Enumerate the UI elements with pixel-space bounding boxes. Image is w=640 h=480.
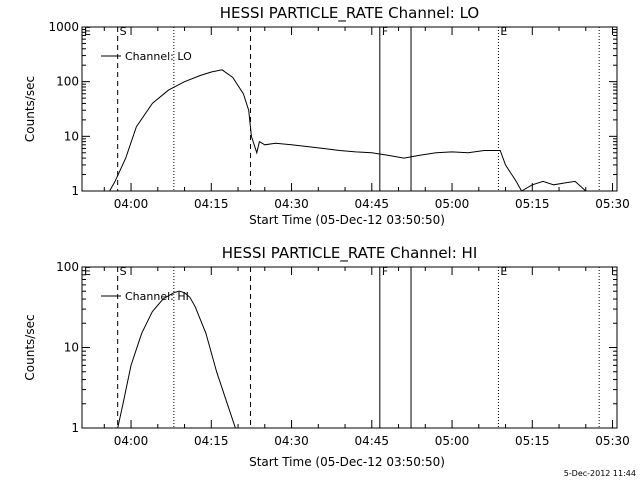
hi-channel-panel: HESSI PARTICLE_RATE Channel: HI Counts/s…: [23, 244, 630, 469]
lo-y-tick-label: 10: [64, 129, 79, 143]
lo-x-tick-label: 04:15: [194, 197, 229, 211]
lo-channel-panel: HESSI PARTICLE_RATE Channel: LO Counts/s…: [23, 4, 630, 227]
lo-event-marker-label: F: [382, 25, 388, 38]
lo-series-line: [82, 69, 592, 192]
lo-x-tick-label: 04:00: [114, 197, 149, 211]
hi-x-tick-label: 04:00: [114, 434, 149, 448]
lo-y-tick-label: 1000: [48, 20, 79, 34]
lo-x-axis-label: Start Time (05-Dec-12 03:50:50): [249, 213, 445, 227]
lo-event-marker-label: E: [500, 25, 507, 38]
hi-x-tick-label: 04:30: [274, 434, 309, 448]
hi-series-line: [117, 290, 236, 429]
hi-legend-label: Channel: HI: [125, 290, 189, 303]
hi-x-axis-label: Start Time (05-Dec-12 03:50:50): [249, 455, 445, 469]
hi-event-marker-label: E: [500, 265, 507, 278]
lo-y-tick-label: 1: [71, 184, 79, 198]
hi-event-marker-label: E: [84, 265, 91, 278]
lo-x-tick-label: 04:30: [274, 197, 309, 211]
hi-x-tick-label: 04:45: [354, 434, 389, 448]
hi-y-tick-label: 100: [56, 260, 79, 274]
lo-legend-label: Channel: LO: [125, 50, 192, 63]
hi-event-marker-label: F: [382, 265, 388, 278]
lo-x-tick-label: 05:30: [595, 197, 630, 211]
lo-chart-title: HESSI PARTICLE_RATE Channel: LO: [220, 4, 479, 23]
hi-event-marker-label: S: [120, 265, 127, 278]
lo-x-tick-label: 04:45: [354, 197, 389, 211]
hi-y-axis-label: Counts/sec: [23, 314, 37, 380]
hi-chart-title: HESSI PARTICLE_RATE Channel: HI: [222, 244, 478, 263]
hi-x-tick-label: 04:15: [194, 434, 229, 448]
lo-y-tick-label: 100: [56, 75, 79, 89]
hi-x-tick-label: 05:00: [435, 434, 470, 448]
hi-x-tick-label: 05:30: [595, 434, 630, 448]
hi-x-tick-label: 05:15: [515, 434, 550, 448]
lo-event-marker-label: S: [120, 25, 127, 38]
lo-y-axis-label: Counts/sec: [23, 76, 37, 142]
lo-x-tick-label: 05:15: [515, 197, 550, 211]
lo-event-marker-label: E: [84, 25, 91, 38]
hi-y-tick-label: 1: [71, 421, 79, 435]
hi-y-tick-label: 10: [64, 341, 79, 355]
generation-timestamp: 5-Dec-2012 11:44: [564, 469, 636, 478]
lo-x-tick-label: 05:00: [435, 197, 470, 211]
